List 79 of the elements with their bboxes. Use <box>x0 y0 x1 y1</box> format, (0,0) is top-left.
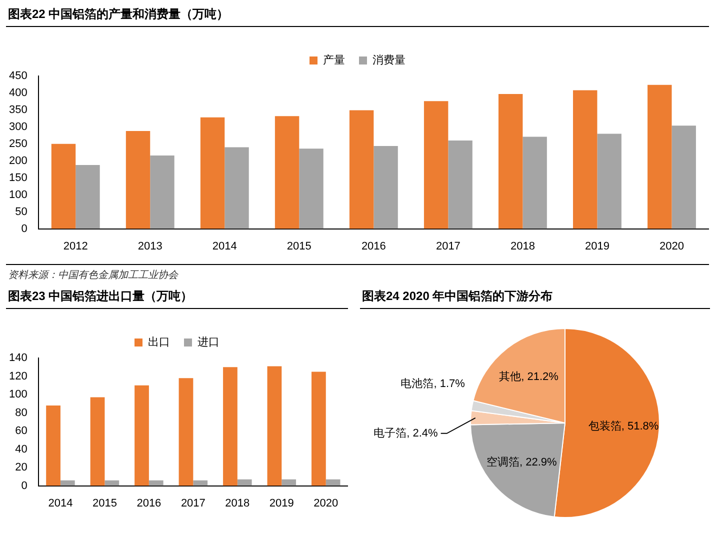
bar <box>282 479 296 486</box>
y-tick-label: 40 <box>15 443 28 456</box>
bar <box>522 136 547 229</box>
legend-label: 出口 <box>148 336 170 349</box>
y-tick-label: 350 <box>8 104 28 116</box>
bar <box>134 385 149 486</box>
bar <box>573 90 598 229</box>
y-tick-label: 300 <box>8 120 28 133</box>
x-tick-label: 2016 <box>136 497 162 510</box>
slice-label: 电子箔, 2.4% <box>374 426 438 440</box>
x-tick-label: 2020 <box>660 240 684 252</box>
bar <box>299 148 324 229</box>
bar <box>126 131 150 229</box>
y-tick-label: 140 <box>8 352 28 364</box>
x-tick-label: 2012 <box>63 240 88 252</box>
bar <box>148 480 164 486</box>
chart-title: 图表24 2020 年中国铝箔的下游分布 <box>360 288 710 309</box>
x-tick-label: 2017 <box>180 497 206 510</box>
y-tick-label: 0 <box>21 222 28 235</box>
x-tick-label: 2016 <box>361 240 386 252</box>
slice-label: 电池箔, 1.7% <box>400 377 466 390</box>
x-tick-label: 2017 <box>436 240 460 252</box>
bar <box>193 480 208 486</box>
bar <box>150 155 174 229</box>
x-tick-label: 2013 <box>138 240 162 252</box>
bar <box>267 366 282 486</box>
bar <box>672 126 696 229</box>
x-tick-label: 2019 <box>269 497 294 510</box>
bar <box>200 117 225 229</box>
text: 资料来源：中国有色金属加工工业协会 <box>6 264 709 282</box>
slice-label: 包装箔, 51.8% <box>588 419 659 432</box>
bar <box>178 378 194 486</box>
legend-label: 进口 <box>198 336 220 349</box>
y-tick-label: 100 <box>8 188 28 201</box>
bar <box>349 110 374 229</box>
bar <box>76 164 100 229</box>
y-tick-label: 0 <box>21 480 28 492</box>
y-tick-label: 450 <box>8 70 28 82</box>
y-tick-label: 50 <box>15 206 28 218</box>
bar <box>597 134 622 229</box>
bar <box>237 479 252 486</box>
bar <box>648 84 672 229</box>
y-tick-label: 150 <box>8 172 28 184</box>
y-tick-label: 120 <box>8 370 28 382</box>
x-tick-label: 2015 <box>286 240 312 252</box>
x-tick-label: 2015 <box>92 497 117 510</box>
x-tick-label: 2019 <box>584 240 610 252</box>
x-tick-label: 2020 <box>314 497 338 510</box>
slice-label: 空调箔, 22.9% <box>486 455 558 468</box>
y-tick-label: 100 <box>8 388 28 401</box>
bar <box>274 116 300 229</box>
legend-label: 消费量 <box>372 54 406 67</box>
y-tick-label: 250 <box>8 138 28 150</box>
legend-label: 产量 <box>323 54 345 67</box>
bar <box>60 480 75 486</box>
bar <box>326 479 340 486</box>
chart-title: 图表22 中国铝箔的产量和消费量（万吨） <box>6 6 709 27</box>
bar <box>90 397 105 486</box>
chart-title: 图表23 中国铝箔进出口量（万吨） <box>6 288 348 309</box>
bar <box>312 372 326 486</box>
y-tick-label: 400 <box>8 87 28 100</box>
bar <box>448 140 472 229</box>
bar <box>498 94 523 229</box>
y-tick-label: 60 <box>15 425 28 438</box>
bar <box>104 480 120 486</box>
x-tick-label: 2014 <box>48 497 73 510</box>
slice-label: 其他, 21.2% <box>499 370 559 383</box>
bar <box>46 405 60 486</box>
y-tick-label: 80 <box>15 406 28 419</box>
y-tick-label: 20 <box>15 462 28 474</box>
bar <box>374 146 398 229</box>
bar <box>224 147 249 229</box>
bar <box>223 367 238 486</box>
bar <box>424 101 448 229</box>
x-tick-label: 2014 <box>212 240 237 252</box>
x-tick-label: 2018 <box>510 240 535 252</box>
x-tick-label: 2018 <box>225 497 250 510</box>
bar <box>51 144 76 229</box>
y-tick-label: 200 <box>8 154 28 167</box>
